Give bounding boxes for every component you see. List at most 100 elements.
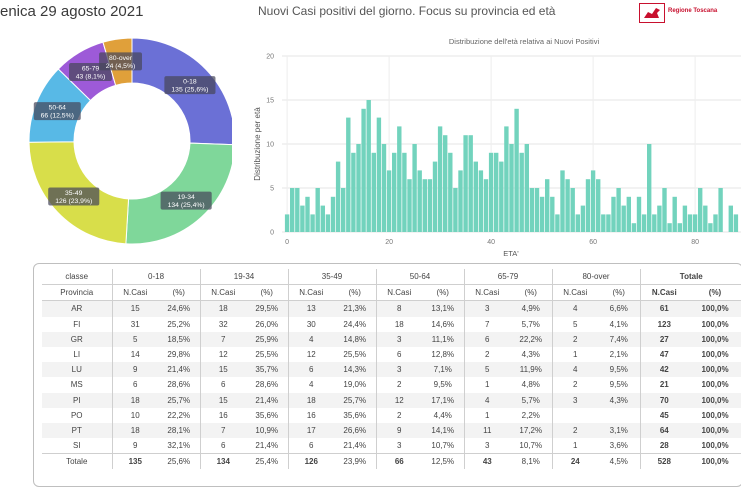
ncasi-cell: 14 (111, 346, 158, 363)
donut-label-value: 126 (23,9%) (55, 198, 92, 205)
pct-cell: 3,1% (598, 422, 641, 439)
province-cell: AR (42, 300, 112, 317)
pct-cell: 5,7% (521, 319, 540, 329)
ncasi-cell: 2 (551, 422, 599, 439)
histogram-bar (657, 205, 662, 232)
ncasi-cell: 31 (111, 316, 158, 332)
pct-cell: 4,4% (433, 410, 452, 420)
histogram-bar (596, 179, 601, 232)
pct-cell (598, 408, 640, 423)
histogram-bar (453, 188, 458, 232)
pct-cell: 13,1% (422, 300, 465, 317)
ncasi-header: N.Casi (551, 284, 599, 302)
ncasi-cell: 4 (287, 377, 335, 393)
histogram-bar (667, 223, 672, 232)
table-row: LI 14 29,8% 12 25,5% 12 25,5% 6 12,8% 2 4,3% 1 2,1% 4… (42, 346, 741, 363)
regione-toscana-logo: Regione Toscana (637, 3, 727, 23)
ncasi-cell: 42 (639, 362, 689, 378)
histogram-bar (371, 152, 376, 232)
group-header-totale: Totale (639, 269, 741, 286)
table-row: SI 9 32,1% 6 21,4% 6 21,4% 3 10,7% 3 10,7% 1 3,6% 28 1… (42, 438, 741, 454)
table-row: LU 9 21,4% 15 35,7% 6 14,3% 3 7,1% 5 11,9% 4 9,5% 42 1… (42, 362, 741, 378)
histogram-bar (448, 152, 453, 232)
histogram-bar (335, 161, 341, 232)
group-header-80-over: 80-over (551, 269, 641, 286)
donut-label-value: 135 (25,6%) (171, 87, 208, 94)
ncasi-header: N.Casi (639, 284, 689, 302)
pct-cell: 35,6% (343, 410, 367, 420)
histogram-bar (682, 205, 688, 232)
ncasi-cell: 3 (463, 300, 511, 317)
ncasi-cell: 12 (375, 392, 423, 408)
pct-cell: 100,0% (688, 362, 741, 378)
histogram-bar (733, 214, 739, 232)
histogram-bar (728, 205, 733, 232)
pct-cell: 100,0% (688, 300, 741, 317)
province-cell: MS (70, 380, 83, 390)
pct-cell: 25,7% (158, 392, 201, 408)
table-total-row: Totale 135 25,6% 134 25,4% 126 23,9% 66 12,5% 43 8… (42, 453, 741, 470)
logo-text: Regione Toscana (668, 8, 718, 14)
ncasi-header: N.Casi (199, 284, 247, 302)
pct-cell: 14,6% (431, 319, 455, 329)
pct-cell: 100,0% (688, 453, 741, 470)
pct-cell: 9,5% (433, 380, 452, 390)
ncasi-cell: 70 (639, 392, 689, 408)
province-cell: PO (70, 410, 83, 420)
ncasi-cell: 18 (111, 422, 158, 439)
donut-label-class: 0-18 (183, 79, 197, 86)
histogram-bar (652, 214, 657, 232)
ncasi-cell: 21 (639, 377, 689, 393)
histogram-bar (672, 196, 677, 232)
ncasi-cell: 17 (287, 422, 335, 439)
ncasi-cell: 2 (375, 407, 423, 423)
histogram-bar (300, 205, 305, 232)
histogram-bar (601, 214, 606, 232)
pct-cell: 4,3% (598, 392, 641, 408)
histogram-bar (361, 108, 366, 232)
province-cell: FI (73, 319, 81, 329)
ncasi-cell: 1 (463, 407, 511, 423)
pct-cell: 17,2% (510, 422, 553, 439)
ncasi-cell: 1 (551, 438, 599, 454)
ncasi-cell: 123 (639, 316, 689, 332)
histogram-bar (611, 196, 616, 232)
histogram-bar (494, 152, 499, 232)
y-axis-label: Distribuzione per età (253, 107, 262, 181)
pct-cell: 9,5% (598, 362, 641, 378)
province-cell: Totale (42, 453, 112, 470)
ncasi-cell: 30 (287, 316, 335, 332)
pct-cell: 26,0% (255, 319, 279, 329)
histogram-bar (346, 117, 351, 232)
histogram-bar (524, 144, 529, 232)
histogram-bar (478, 170, 484, 232)
donut-label-class: 80-over (109, 55, 133, 62)
pct-cell: 32,1% (167, 441, 191, 451)
pct-cell: 4,8% (521, 380, 540, 390)
histogram-bar (692, 214, 698, 232)
histogram-bar (514, 108, 519, 232)
pct-cell: 29,8% (167, 350, 191, 360)
histogram-bar (310, 214, 315, 232)
histogram-bar (417, 170, 422, 232)
province-cell: PI (42, 392, 112, 408)
ncasi-cell: 4 (551, 300, 599, 317)
pct-cell: 35,7% (246, 362, 289, 378)
ncasi-cell: 9 (111, 362, 158, 378)
pct-cell: 4,3% (521, 350, 540, 360)
pct-cell: 24,4% (343, 319, 367, 329)
ncasi-cell: 1 (463, 377, 511, 393)
ncasi-cell: 15 (199, 392, 247, 408)
histogram-bar (356, 144, 361, 232)
histogram-bar (545, 179, 550, 232)
group-header-65-79: 65-79 (463, 269, 553, 286)
ncasi-cell: 4 (287, 331, 335, 347)
group-header-50-64: 50-64 (375, 269, 465, 286)
y-tick-label: 10 (266, 142, 274, 149)
ncasi-cell: 6 (463, 331, 511, 347)
histogram-bar (432, 161, 438, 232)
pct-cell: 100,0% (701, 380, 729, 390)
x-tick-label: 40 (487, 239, 495, 246)
pct-header: (%) (158, 284, 201, 302)
ncasi-cell: 8 (375, 300, 423, 317)
